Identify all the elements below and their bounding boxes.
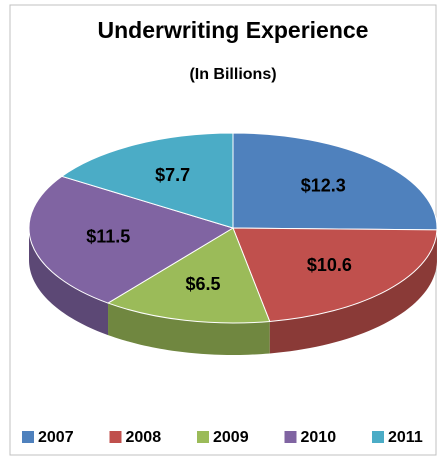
slice-side <box>108 303 270 355</box>
slice <box>232 132 438 231</box>
legend-label: 2007 <box>38 429 74 446</box>
chart-title: Underwriting Experience <box>98 17 369 43</box>
chart-subtitle: (In Billions) <box>189 66 276 83</box>
legend-label: 2010 <box>301 429 337 446</box>
legend-swatch <box>109 431 122 443</box>
slice <box>232 227 438 322</box>
slice <box>28 175 235 304</box>
slice-side <box>29 228 109 336</box>
legend-swatch <box>197 431 209 443</box>
slice <box>60 132 234 229</box>
legend-label: 2008 <box>126 429 162 446</box>
data-label: $12.3 <box>301 176 346 196</box>
legend-label: 2009 <box>213 429 249 446</box>
data-label: $7.7 <box>155 165 190 185</box>
legend-label: 2011 <box>388 429 423 446</box>
legend-swatch <box>22 431 34 443</box>
data-label: $6.5 <box>186 274 221 294</box>
data-label: $11.5 <box>86 227 130 247</box>
data-label: $10.6 <box>307 255 352 275</box>
slice <box>106 227 271 324</box>
legend-swatch <box>372 431 384 443</box>
slice-side <box>269 229 437 354</box>
legend-swatch <box>284 431 297 443</box>
